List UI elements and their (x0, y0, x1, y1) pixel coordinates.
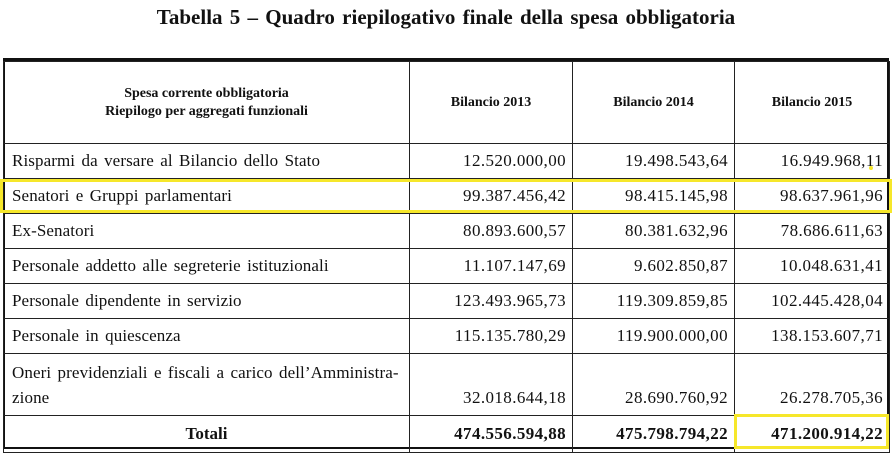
value-2013: 99.387.456,42 (409, 178, 573, 214)
value-2015: 102.445.428,04 (734, 283, 890, 319)
header-col-2015: Bilancio 2015 (734, 61, 890, 144)
row-label: Oneri previdenziali e fiscali a carico d… (3, 353, 410, 416)
value-2014: 98.415.145,98 (572, 178, 735, 214)
value-2015: 26.278.705,36 (734, 353, 890, 416)
value-2015: 78.686.611,63 (734, 213, 890, 249)
value-2015: 10.048.631,41 (734, 248, 890, 284)
value-2014: 80.381.632,96 (572, 213, 735, 249)
table-row: Oneri previdenziali e fiscali a carico d… (3, 353, 890, 416)
value-2014: 119.900.000,00 (572, 318, 735, 354)
table-row: Personale addetto alle segreterie istitu… (3, 248, 890, 284)
table-row: Senatori e Gruppi parlamentari 99.387.45… (3, 178, 890, 214)
value-2013: 11.107.147,69 (409, 248, 573, 284)
table-row: Risparmi da versare al Bilancio dello St… (3, 143, 890, 179)
row-label: Ex-Senatori (3, 213, 410, 249)
row-label: Personale addetto alle segreterie istitu… (3, 248, 410, 284)
header-col-2014: Bilancio 2014 (572, 61, 735, 144)
value-2015: 138.153.607,71 (734, 318, 890, 354)
value-2014: 119.309.859,85 (572, 283, 735, 319)
header-label-cell: Spesa corrente obbligatoria Riepilogo pe… (3, 61, 410, 144)
table-row: Ex-Senatori 80.893.600,57 80.381.632,96 … (3, 213, 890, 249)
header-label-line2: Riepilogo per aggregati funzionali (105, 103, 308, 119)
total-2013: 474.556.594,88 (409, 415, 573, 453)
row-label: Risparmi da versare al Bilancio dello St… (3, 143, 410, 179)
total-2015: 471.200.914,22 (734, 415, 890, 453)
row-label: Personale in quiescenza (3, 318, 410, 354)
row-label: Senatori e Gruppi parlamentari (3, 178, 410, 214)
table-title: Tabella 5 – Quadro riepilogativo finale … (156, 5, 736, 29)
value-2014: 28.690.760,92 (572, 353, 735, 416)
value-2014: 9.602.850,87 (572, 248, 735, 284)
table-row: Personale dipendente in servizio 123.493… (3, 283, 890, 319)
header-col-2013: Bilancio 2013 (409, 61, 573, 144)
totals-row: Totali 474.556.594,88 475.798.794,22 471… (3, 415, 890, 453)
value-2013: 32.018.644,18 (409, 353, 573, 416)
value-2013: 12.520.000,00 (409, 143, 573, 179)
value-2015: 16.949.968,11 (734, 143, 890, 179)
table-row: Personale in quiescenza 115.135.780,29 1… (3, 318, 890, 354)
row-label: Personale dipendente in servizio (3, 283, 410, 319)
totals-label: Totali (3, 415, 410, 453)
summary-table: Spesa corrente obbligatoria Riepilogo pe… (3, 61, 890, 453)
total-2014: 475.798.794,22 (572, 415, 735, 453)
value-2013: 80.893.600,57 (409, 213, 573, 249)
header-row: Spesa corrente obbligatoria Riepilogo pe… (3, 61, 890, 144)
row-label-line2: zione (12, 388, 50, 407)
row-label-line1: Oneri previdenziali e fiscali a carico d… (12, 363, 399, 382)
value-2013: 123.493.965,73 (409, 283, 573, 319)
header-label-line1: Spesa corrente obbligatoria (124, 85, 289, 101)
value-2013: 115.135.780,29 (409, 318, 573, 354)
value-2015: 98.637.961,96 (734, 178, 890, 214)
value-2014: 19.498.543,64 (572, 143, 735, 179)
